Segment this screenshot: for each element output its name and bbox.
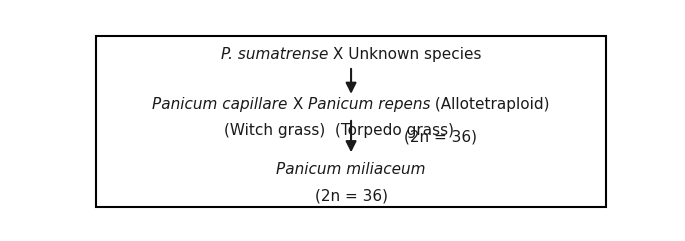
Text: Panicum repens: Panicum repens — [308, 97, 430, 112]
Text: P. sumatrense: P. sumatrense — [221, 47, 328, 62]
Text: X Unknown species: X Unknown species — [328, 47, 482, 62]
Text: (Allotetraploid): (Allotetraploid) — [430, 97, 550, 112]
Text: Panicum miliaceum: Panicum miliaceum — [276, 161, 426, 176]
Text: (2n = 36): (2n = 36) — [404, 129, 477, 144]
Text: Panicum capillare: Panicum capillare — [152, 97, 288, 112]
Text: (Witch grass)  (Torpedo grass): (Witch grass) (Torpedo grass) — [223, 123, 453, 138]
Text: (2n = 36): (2n = 36) — [314, 188, 388, 203]
Text: X: X — [288, 97, 308, 112]
